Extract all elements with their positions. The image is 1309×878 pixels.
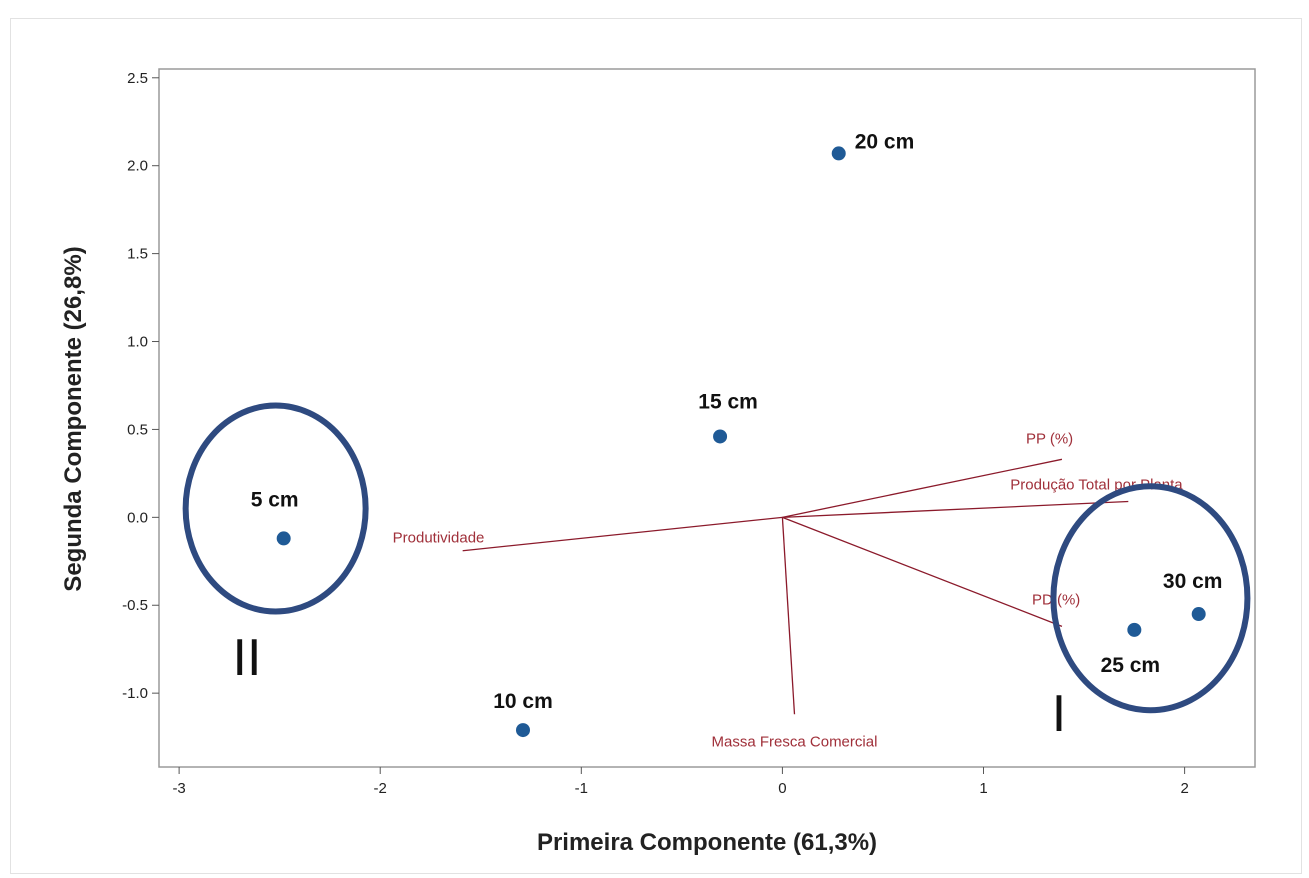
chart-frame: -3 -2 -1 0 1 2 -1.0 -0.5 0.0 0.5 1.0 1.5 2.0 2.5 PP (…	[10, 18, 1302, 874]
y-tick-label: -0.5	[122, 597, 148, 614]
x-tick-label: 1	[979, 780, 987, 797]
point-label-25-cm: 25 cm	[1101, 654, 1161, 677]
score-points: 5 cm 10 cm 15 cm 20 cm 25 cm 30 cm	[251, 130, 1223, 738]
y-axis-title: Segunda Componente (26,8%)	[60, 246, 87, 591]
loading-label-pp: PP (%)	[1026, 430, 1073, 447]
loading-vector-massa-fresca-comercial	[781, 517, 796, 715]
point-label-10-cm: 10 cm	[493, 690, 553, 713]
point-label-5-cm: 5 cm	[251, 488, 299, 511]
y-tick-label: 0.5	[127, 421, 148, 438]
x-tick-label: 2	[1180, 780, 1188, 797]
plot-area	[158, 68, 1256, 768]
y-tick-label: 1.0	[127, 334, 148, 351]
y-tick-label: 1.5	[127, 246, 148, 263]
x-tick-label: 0	[778, 780, 786, 797]
y-tick-label: 0.0	[127, 509, 148, 526]
x-axis-title: Primeira Componente (61,3%)	[537, 829, 877, 856]
pca-biplot: -3 -2 -1 0 1 2 -1.0 -0.5 0.0 0.5 1.0 1.5 2.0 2.5 PP (…	[60, 68, 1256, 856]
loading-vector-produtividade	[462, 516, 783, 552]
score-point-25-cm	[1127, 622, 1142, 637]
x-tick-label: -3	[172, 780, 185, 797]
loading-vector-pp	[782, 458, 1063, 518]
y-tick-label: -1.0	[122, 685, 148, 702]
loading-label-produtividade: Produtividade	[393, 530, 485, 547]
y-tick-label: 2.5	[127, 70, 148, 87]
group-ellipse-ii	[182, 402, 369, 615]
loading-vector-producao-total-por-planta	[782, 500, 1129, 518]
score-point-30-cm	[1191, 607, 1206, 622]
group-label-ii: II	[233, 629, 262, 687]
group-ellipse-i	[1050, 483, 1251, 714]
score-point-20-cm	[831, 146, 846, 161]
axis-ticks: -3 -2 -1 0 1 2 -1.0 -0.5 0.0 0.5 1.0 1.5 2.0 2.5	[122, 70, 1189, 797]
x-tick-label: -1	[575, 780, 588, 797]
loading-label-massa-fresca-comercial: Massa Fresca Comercial	[712, 733, 878, 750]
group-ellipses: III	[182, 402, 1251, 743]
score-point-5-cm	[276, 531, 291, 546]
point-label-15-cm: 15 cm	[698, 390, 758, 413]
loading-vector-pd	[782, 516, 1063, 627]
point-label-20-cm: 20 cm	[855, 130, 915, 153]
score-point-15-cm	[713, 429, 728, 444]
x-tick-label: -2	[374, 780, 387, 797]
score-point-10-cm	[515, 723, 530, 738]
point-label-30-cm: 30 cm	[1163, 570, 1223, 593]
y-tick-label: 2.0	[127, 158, 148, 175]
group-label-i: I	[1052, 685, 1066, 743]
